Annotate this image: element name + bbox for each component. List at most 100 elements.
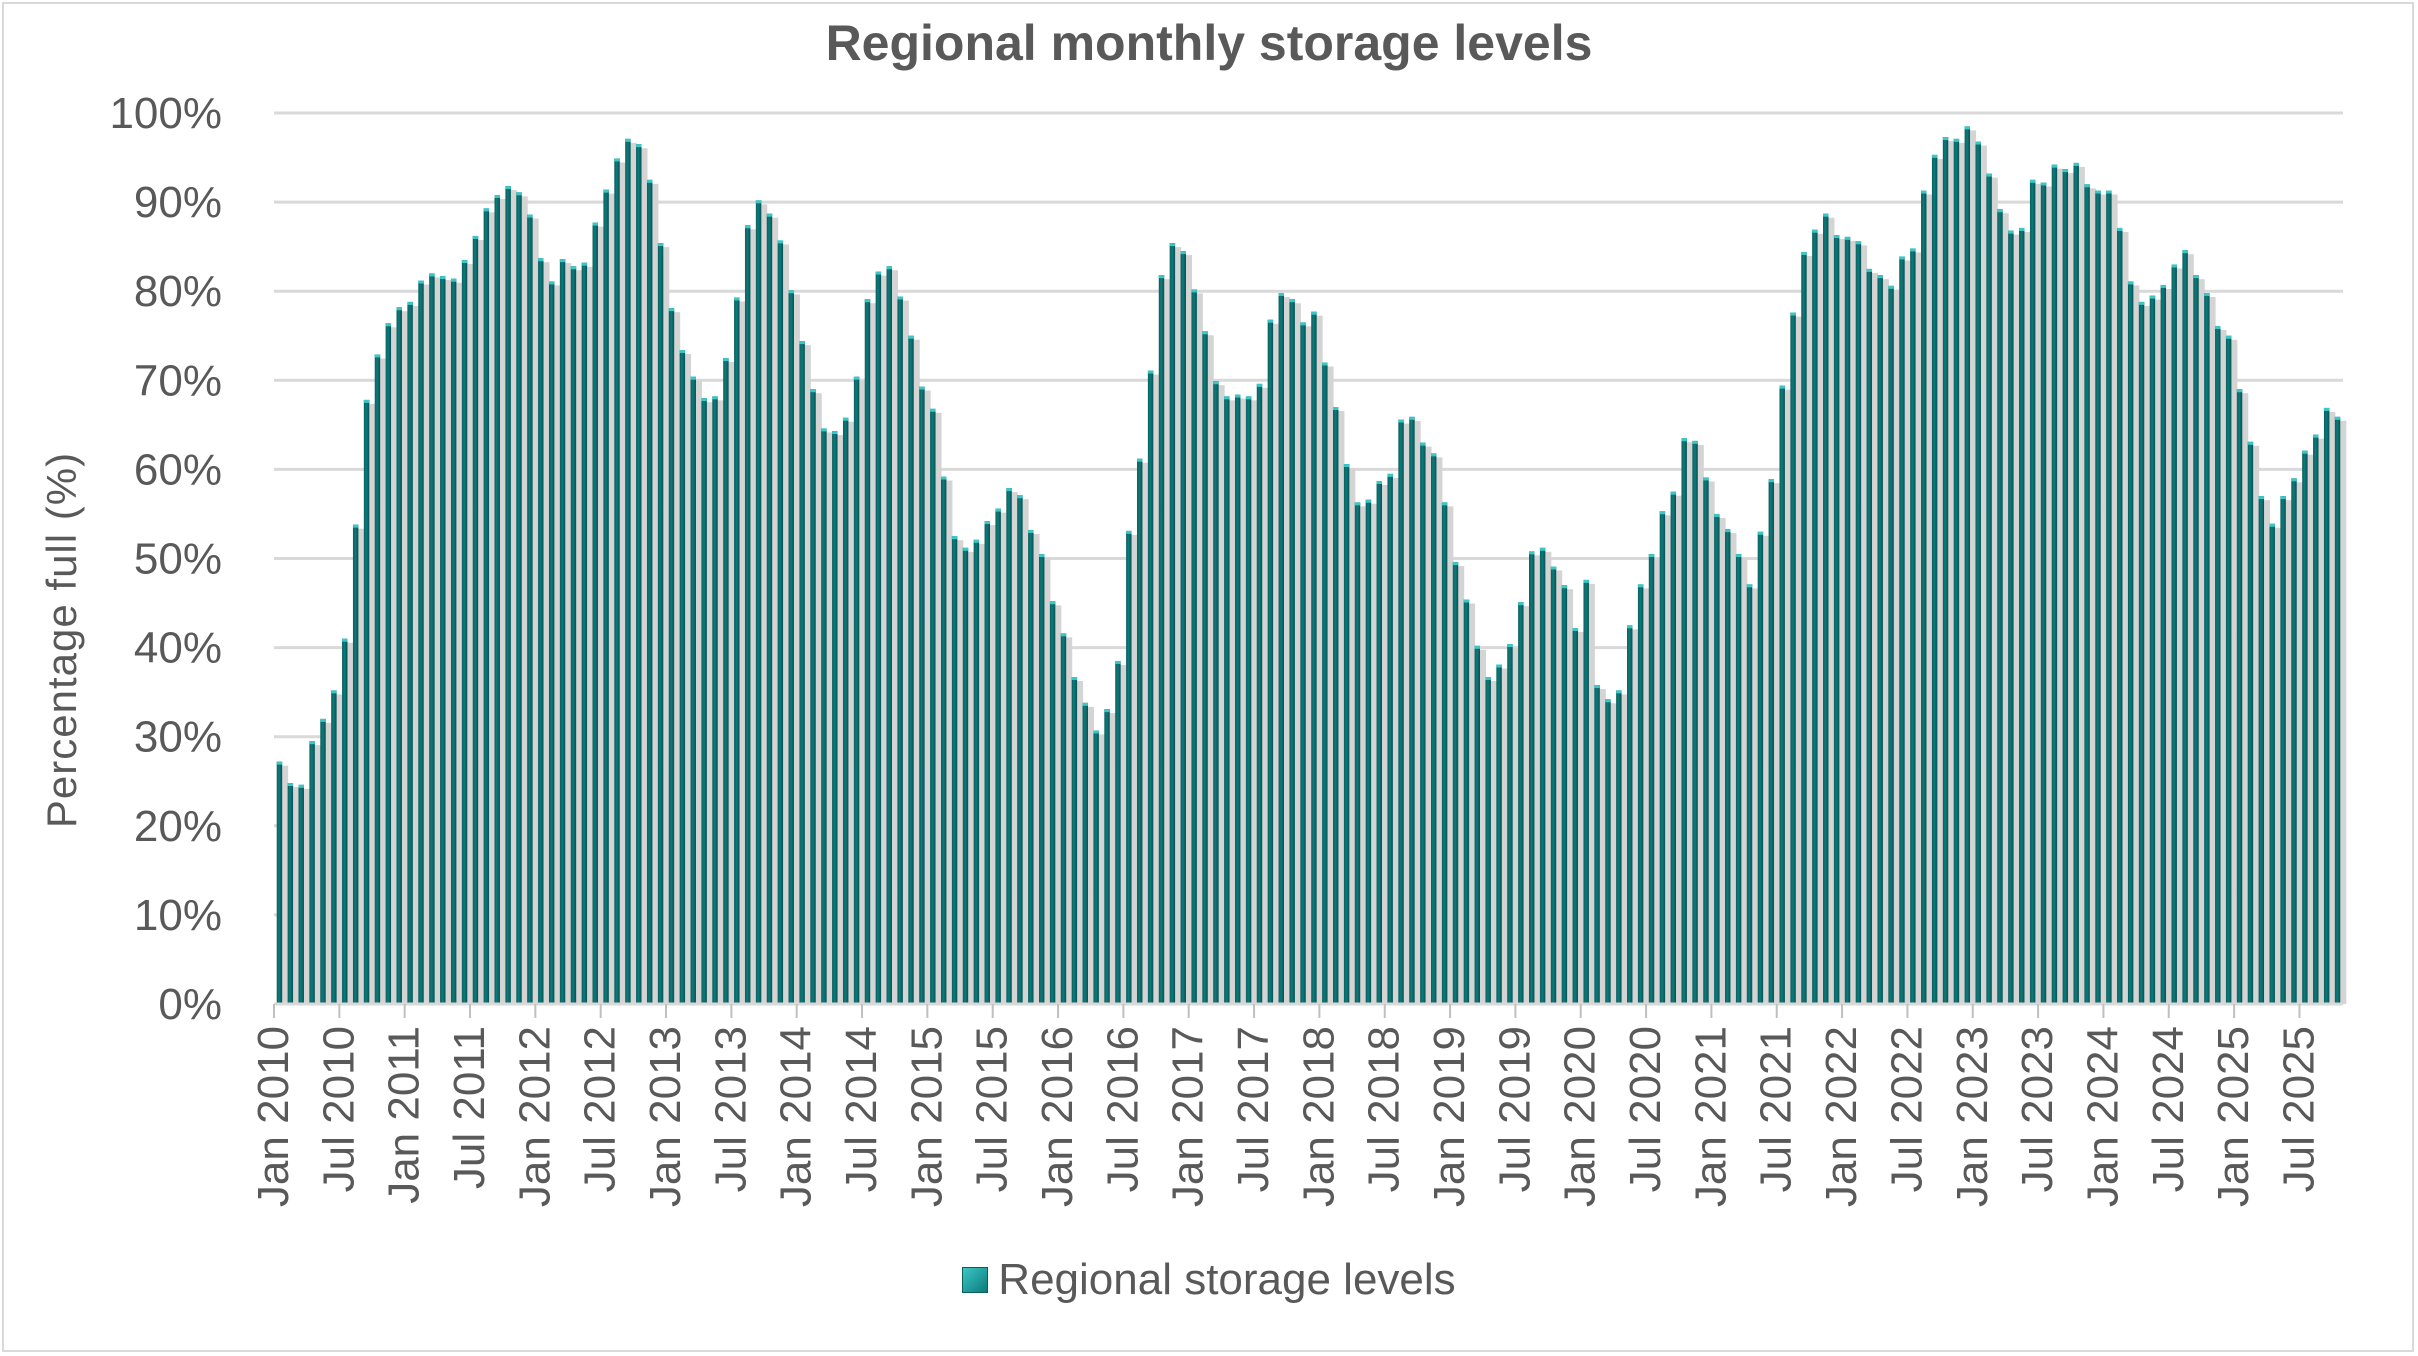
bar-shadow: [1041, 558, 1051, 1004]
bar: [1714, 513, 1720, 1004]
bar: [973, 539, 980, 1004]
bar: [592, 222, 598, 1004]
bar-cap: [1561, 585, 1568, 589]
bar: [418, 280, 424, 1004]
bar-cap: [1136, 458, 1143, 462]
bar-shadow: [1934, 158, 1944, 1004]
bar-shadow: [2326, 411, 2336, 1004]
bar: [875, 271, 882, 1004]
bar-cap: [592, 222, 598, 226]
bar-shadow: [1139, 462, 1149, 1004]
bar: [1975, 141, 1981, 1005]
bar: [755, 200, 762, 1004]
bar-cap: [657, 243, 664, 247]
bar: [2019, 227, 2025, 1005]
bar: [309, 741, 315, 1004]
bar-cap: [298, 784, 304, 788]
bar: [1289, 299, 1295, 1004]
y-tick-label: 70%: [134, 356, 222, 405]
bar-cap: [352, 524, 359, 528]
bar-shadow: [410, 305, 419, 1005]
bar-shadow: [1673, 495, 1683, 1004]
bar-shadow: [900, 300, 909, 1004]
bar: [2291, 478, 2297, 1004]
bar: [1877, 275, 1883, 1004]
bar-cap: [2302, 450, 2308, 454]
bar: [2225, 335, 2232, 1004]
bar: [2106, 190, 2112, 1005]
bar: [897, 296, 903, 1004]
bar-cap: [2236, 389, 2243, 393]
bar-cap: [1343, 464, 1350, 468]
bar-shadow: [1118, 664, 1127, 1004]
bar-cap: [821, 428, 827, 432]
y-tick-label: 30%: [134, 713, 222, 762]
bar-cap: [1333, 407, 1339, 411]
bar: [701, 398, 707, 1004]
bar-shadow: [2032, 183, 2042, 1004]
bar: [1833, 235, 1840, 1004]
bar-cap: [1844, 236, 1851, 240]
x-tick-label: Jul 2022: [1882, 1026, 1931, 1192]
chart-title: Regional monthly storage levels: [825, 15, 1593, 71]
bar-cap: [1670, 491, 1677, 495]
bar-shadow: [671, 312, 681, 1004]
bar-cap: [1452, 562, 1459, 566]
bar: [1126, 530, 1132, 1004]
bar-shadow: [497, 198, 506, 1005]
bar: [1017, 495, 1023, 1004]
bar: [1441, 502, 1448, 1004]
bar-cap: [2040, 182, 2047, 186]
bar-shadow: [1630, 629, 1639, 1004]
bar-cap: [625, 138, 631, 142]
bar: [1692, 440, 1698, 1004]
bar-cap: [1986, 173, 1992, 177]
bar-cap: [472, 235, 479, 239]
bar-shadow: [1597, 689, 1606, 1004]
y-tick-label: 60%: [134, 445, 222, 494]
bar-shadow: [1477, 649, 1487, 1004]
bar: [2138, 301, 2145, 1005]
bar-cap: [1833, 235, 1840, 239]
bar-shadow: [769, 217, 779, 1005]
bar: [614, 158, 620, 1005]
bar-cap: [646, 179, 653, 183]
bar-shadow: [551, 285, 561, 1004]
bar-shadow: [323, 722, 332, 1004]
bar-cap: [2117, 227, 2123, 231]
bar-shadow: [1575, 631, 1585, 1004]
bar-shadow: [791, 294, 800, 1005]
y-tick-label: 0%: [158, 980, 222, 1029]
bar-shadow: [1760, 535, 1770, 1004]
bar: [1529, 551, 1535, 1004]
bar-shadow: [1717, 517, 1726, 1004]
bar-shadow: [1368, 503, 1378, 1004]
bar-cap: [1790, 312, 1796, 316]
bar-cap: [1180, 251, 1186, 255]
bar-shadow: [2228, 339, 2238, 1004]
bar-shadow: [911, 339, 920, 1004]
bar-cap: [2247, 441, 2254, 445]
bar-shadow: [2185, 254, 2194, 1005]
bar-shadow: [2022, 231, 2031, 1005]
bar-shadow: [573, 270, 583, 1004]
bar-cap: [320, 718, 326, 722]
bar-cap: [1953, 138, 1960, 142]
bar-shadow: [933, 412, 942, 1004]
bar: [1213, 381, 1219, 1004]
bar-shadow: [312, 745, 321, 1004]
bar-cap: [505, 186, 511, 190]
bar: [1670, 491, 1677, 1004]
bar: [668, 308, 675, 1004]
bar-cap: [2225, 335, 2232, 339]
bar: [363, 399, 370, 1005]
bar-cap: [2095, 190, 2101, 194]
bar-shadow: [2272, 527, 2281, 1004]
bar: [1986, 173, 1992, 1004]
bar-cap: [570, 266, 577, 270]
bar: [1311, 311, 1317, 1004]
bar-shadow: [1281, 296, 1290, 1004]
bar: [2149, 295, 2156, 1004]
bar: [581, 262, 588, 1004]
